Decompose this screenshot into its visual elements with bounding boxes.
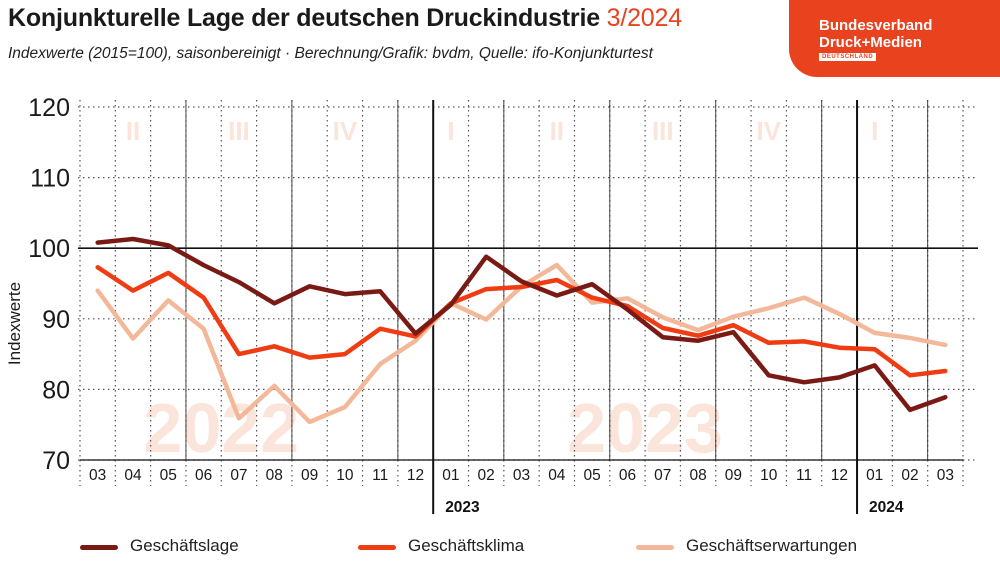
x-tick-label-0: 03 [89, 467, 106, 484]
x-tick-label-7: 10 [336, 467, 354, 484]
y-tick-label-80: 80 [42, 376, 70, 404]
x-tick-label-10: 01 [442, 467, 459, 484]
x-tick-label-3: 06 [195, 467, 212, 484]
x-tick-label-12: 03 [513, 467, 530, 484]
chart-title: Konjunkturelle Lage der deutschen Drucki… [8, 4, 682, 33]
chart-title-text: Konjunkturelle Lage der deutschen Drucki… [8, 4, 600, 32]
year-label-2024: 2024 [869, 499, 904, 516]
x-tick-label-11: 02 [478, 467, 495, 484]
x-tick-label-9: 12 [407, 467, 424, 484]
legend-label-3: Geschäftserwartungen [686, 536, 858, 555]
legend-swatch-3 [636, 545, 674, 550]
x-tick-label-22: 01 [866, 467, 883, 484]
quarter-label-5: II [550, 116, 564, 146]
x-tick-label-13: 04 [548, 467, 566, 484]
legend-swatch-1 [80, 545, 118, 550]
x-tick-label-23: 02 [901, 467, 918, 484]
watermark-year-2023: 2023 [567, 389, 723, 467]
quarter-label-3: IV [333, 116, 358, 146]
chart-subtitle: Indexwerte (2015=100), saisonbereinigt ·… [8, 45, 653, 62]
x-tick-label-17: 08 [689, 467, 706, 484]
x-tick-label-6: 09 [301, 467, 318, 484]
chart-legend: Geschäftslage Geschäftsklima Geschäftserwa… [0, 530, 1000, 563]
quarter-label-7: IV [756, 116, 781, 146]
x-tick-label-8: 11 [372, 467, 388, 484]
x-tick-label-24: 03 [937, 467, 954, 484]
logo-line-3: DEUTSCHLAND [819, 53, 877, 61]
y-tick-label-120: 120 [28, 94, 70, 122]
x-tick-label-20: 11 [796, 467, 812, 484]
legend-swatch-2 [358, 545, 396, 550]
logo-line-1: Bundesverband [819, 17, 933, 34]
x-tick-label-5: 08 [266, 467, 283, 484]
quarter-label-6: III [652, 116, 674, 146]
watermark-year-2022: 2022 [143, 389, 299, 467]
x-tick-label-16: 07 [654, 467, 671, 484]
x-tick-label-19: 10 [760, 467, 778, 484]
x-tick-label-15: 06 [619, 467, 636, 484]
x-tick-label-2: 05 [160, 467, 177, 484]
year-label-2023: 2023 [445, 499, 480, 516]
y-tick-label-110: 110 [30, 165, 70, 193]
bvdm-logo: Bundesverband Druck+Medien DEUTSCHLAND [789, 0, 1000, 77]
legend-label-1: Geschäftslage [130, 536, 239, 555]
x-tick-label-18: 09 [725, 467, 742, 484]
quarter-label-1: II [126, 116, 140, 146]
x-tick-label-14: 05 [584, 467, 601, 484]
logo-line-2: Druck+Medien [819, 34, 922, 51]
y-tick-label-90: 90 [42, 306, 70, 334]
series-line-2 [95, 265, 948, 378]
x-tick-label-1: 04 [124, 467, 142, 484]
y-axis-title: Indexwerte [5, 282, 24, 365]
quarter-label-8: I [871, 116, 878, 146]
chart-title-period: 3/2024 [606, 4, 682, 32]
quarter-label-4: I [447, 116, 454, 146]
chart-header: Konjunkturelle Lage der deutschen Drucki… [0, 0, 1000, 80]
y-tick-label-100: 100 [28, 235, 70, 263]
y-tick-label-70: 70 [42, 447, 70, 475]
legend-label-2: Geschäftsklima [408, 536, 525, 555]
x-tick-label-21: 12 [831, 467, 848, 484]
series-line-1 [95, 236, 948, 413]
x-tick-label-4: 07 [230, 467, 247, 484]
quarter-label-2: III [228, 116, 250, 146]
